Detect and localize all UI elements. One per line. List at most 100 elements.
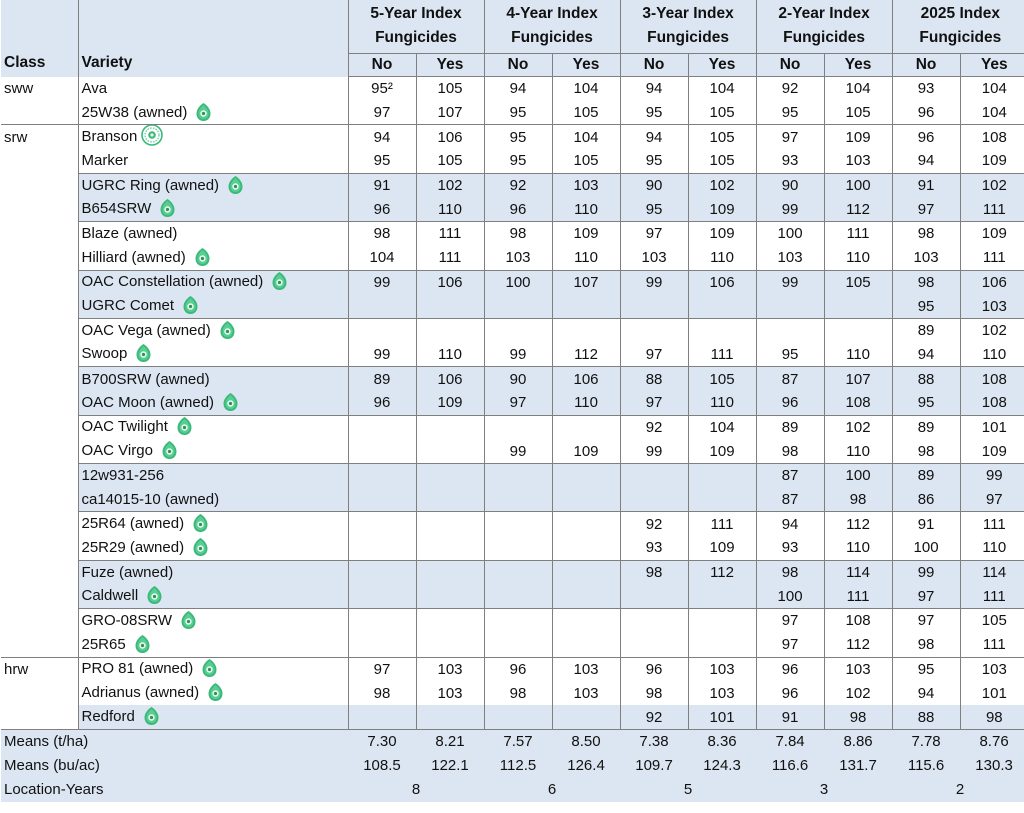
value-yes-cell: 103 xyxy=(823,149,893,174)
table-row: UGRC Comet 95 103 xyxy=(1,294,1024,319)
value-yes-cell: 105 xyxy=(823,269,893,295)
value-yes-cell: 110 xyxy=(551,390,621,416)
value-no-cell: 99 xyxy=(619,439,689,464)
value-no-cell: 97 xyxy=(483,390,553,416)
value-no-cell: 94 xyxy=(619,124,689,150)
value-yes-cell xyxy=(415,462,485,488)
variety-name: Swoop xyxy=(81,345,128,363)
value-yes-cell: 108 xyxy=(959,390,1024,416)
value-no-cell xyxy=(755,294,825,319)
value-yes-cell xyxy=(415,414,485,440)
value-no-cell: 96 xyxy=(347,197,416,222)
footer-value: 131.7 xyxy=(824,753,893,778)
value-no-cell: 96 xyxy=(347,390,416,416)
leaf-icon xyxy=(161,440,178,460)
group-header-2025: 2025 Index Fungicides xyxy=(891,0,1024,54)
value-yes-cell: 101 xyxy=(687,705,757,730)
footer-value: 124.3 xyxy=(688,753,757,778)
table-row: sww Ava 95² 105 94 104 94 104 92 104 93 104 xyxy=(1,76,1024,101)
leaf-icon xyxy=(201,658,218,678)
table-row: 25W38 (awned) 97 107 95 105 95 105 95 105 96 104 xyxy=(1,100,1024,125)
value-no-cell: 91 xyxy=(755,705,825,730)
value-no-cell: 98 xyxy=(891,439,961,464)
value-no-cell: 97 xyxy=(347,656,416,682)
value-yes-cell: 103 xyxy=(415,656,485,682)
footer-value: 8.50 xyxy=(552,729,621,754)
leaf-icon xyxy=(176,416,193,436)
class-cell xyxy=(1,609,78,633)
table-row: UGRC Ring (awned) 91 102 92 103 90 102 90 100 91 1… xyxy=(1,172,1024,198)
class-cell xyxy=(1,173,78,198)
variety-cell: Ava xyxy=(77,76,348,101)
class-cell: sww xyxy=(4,80,34,98)
value-no-cell: 92 xyxy=(619,705,689,730)
value-yes-cell xyxy=(551,462,621,488)
value-yes-cell: 112 xyxy=(551,342,621,367)
value-yes-cell xyxy=(551,536,621,561)
value-yes-cell: 105 xyxy=(823,100,893,125)
value-yes-cell: 111 xyxy=(959,245,1024,270)
variety-name: Fuze (awned) xyxy=(81,564,174,582)
yes-subheader: Yes xyxy=(823,53,893,77)
value-no-cell: 95 xyxy=(891,294,961,319)
variety-cell: 25W38 (awned) xyxy=(77,100,348,125)
value-yes-cell: 109 xyxy=(823,124,893,150)
class-cell xyxy=(1,246,78,270)
value-no-cell: 100 xyxy=(483,269,553,295)
value-yes-cell xyxy=(415,317,485,343)
value-yes-cell: 110 xyxy=(823,342,893,367)
value-yes-cell xyxy=(551,487,621,512)
value-no-cell xyxy=(755,317,825,343)
value-yes-cell: 106 xyxy=(415,124,485,150)
variety-name: 25R29 (awned) xyxy=(81,538,185,556)
class-cell xyxy=(1,101,78,125)
location-years-value: 8 xyxy=(348,777,485,802)
value-no-cell: 97 xyxy=(755,632,825,657)
value-yes-cell: 104 xyxy=(551,76,621,101)
location-years-value: 5 xyxy=(620,777,757,802)
variety-name: Blaze (awned) xyxy=(81,225,178,243)
class-header: Class xyxy=(1,0,78,77)
value-no-cell: 92 xyxy=(755,76,825,101)
table-row: Hilliard (awned) 104 111 103 110 103 110 103 110… xyxy=(1,245,1024,270)
leaf-icon xyxy=(227,175,244,195)
value-yes-cell: 98 xyxy=(823,487,893,512)
value-no-cell: 97 xyxy=(619,390,689,416)
value-yes-cell: 110 xyxy=(551,245,621,270)
class-cell xyxy=(1,633,78,657)
value-no-cell xyxy=(347,317,416,343)
no-subheader: No xyxy=(347,53,416,77)
value-no-cell xyxy=(347,705,416,730)
value-no-cell: 103 xyxy=(483,245,553,270)
variety-name: Ava xyxy=(81,80,108,98)
value-no-cell xyxy=(347,608,416,633)
value-no-cell xyxy=(619,487,689,512)
value-no-cell: 88 xyxy=(619,366,689,391)
value-no-cell: 99 xyxy=(619,269,689,295)
value-yes-cell: 105 xyxy=(687,149,757,174)
variety-name: PRO 81 (awned) xyxy=(81,660,194,678)
table-row: Fuze (awned) 98 112 98 114 99 114 xyxy=(1,559,1024,585)
value-yes-cell: 111 xyxy=(415,245,485,270)
footer-value: 112.5 xyxy=(484,753,553,778)
value-yes-cell: 102 xyxy=(415,172,485,198)
class-cell xyxy=(1,463,78,488)
class-cell xyxy=(1,536,78,560)
value-no-cell: 95 xyxy=(347,149,416,174)
value-no-cell xyxy=(483,559,553,585)
class-cell xyxy=(1,390,78,416)
value-no-cell: 96 xyxy=(755,656,825,682)
class-cell xyxy=(1,366,78,391)
value-no-cell: 96 xyxy=(755,390,825,416)
value-no-cell xyxy=(347,536,416,561)
variety-name: OAC Moon (awned) xyxy=(81,393,215,411)
leaf-icon xyxy=(192,513,209,533)
value-no-cell: 94 xyxy=(347,124,416,150)
table-row: OAC Constellation (awned) 99 106 100 107 99 10… xyxy=(1,269,1024,295)
value-yes-cell: 109 xyxy=(687,197,757,222)
value-no-cell xyxy=(347,632,416,657)
value-yes-cell: 102 xyxy=(823,414,893,440)
variety-name: Hilliard (awned) xyxy=(81,248,186,266)
variety-cell: PRO 81 (awned) xyxy=(77,656,348,682)
